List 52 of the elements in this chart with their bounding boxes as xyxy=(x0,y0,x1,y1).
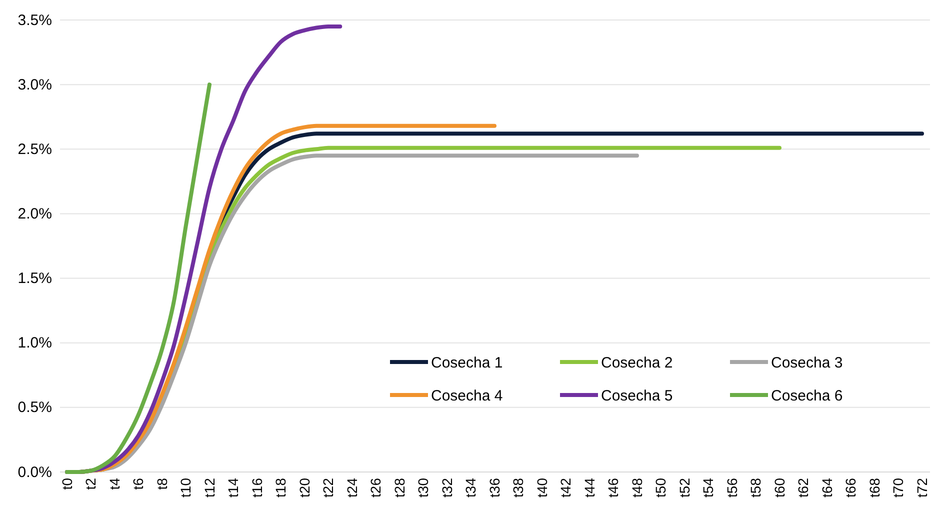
x-tick-label: t60 xyxy=(771,478,788,498)
x-tick-label: t2 xyxy=(82,478,99,490)
y-tick-label: 3.0% xyxy=(18,76,52,94)
x-tick-label: t6 xyxy=(130,478,146,490)
x-tick-label: t28 xyxy=(391,478,408,498)
y-tick-label: 2.0% xyxy=(18,206,52,223)
x-tick-label: t52 xyxy=(676,478,692,498)
x-tick-label: t70 xyxy=(890,478,906,498)
x-tick-label: t64 xyxy=(818,478,835,498)
x-tick-label: t14 xyxy=(225,478,242,498)
x-tick-label: t62 xyxy=(795,478,812,498)
y-tick-label: 1.0% xyxy=(18,334,52,352)
legend-label: Cosecha 4 xyxy=(431,387,503,404)
legend-label: Cosecha 6 xyxy=(771,387,843,404)
x-tick-label: t24 xyxy=(344,478,360,498)
x-tick-label: t72 xyxy=(914,478,930,498)
x-tick-label: t4 xyxy=(106,478,122,490)
x-tick-label: t32 xyxy=(438,478,455,498)
x-tick-label: t48 xyxy=(628,478,645,498)
x-tick-label: t56 xyxy=(724,478,740,498)
x-tick-label: t66 xyxy=(842,478,859,498)
x-tick-label: t22 xyxy=(320,478,336,498)
y-tick-label: 0.0% xyxy=(18,464,52,481)
x-tick-label: t44 xyxy=(581,478,598,498)
y-tick-label: 2.5% xyxy=(18,140,52,158)
legend-label: Cosecha 2 xyxy=(601,354,673,372)
line-series xyxy=(65,82,212,474)
x-tick-label: t16 xyxy=(248,478,265,498)
x-tick-label: t58 xyxy=(748,478,764,498)
x-tick-label: t34 xyxy=(462,478,479,498)
x-tick-label: t12 xyxy=(201,478,218,498)
x-tick-label: t42 xyxy=(558,478,574,498)
x-tick-label: t68 xyxy=(866,478,882,498)
x-tick-label: t36 xyxy=(486,478,502,498)
legend-label: Cosecha 5 xyxy=(601,387,673,404)
y-tick-label: 0.5% xyxy=(18,399,52,416)
legend-label: Cosecha 3 xyxy=(771,354,843,372)
x-tick-label: t8 xyxy=(154,478,170,490)
x-tick-label: t54 xyxy=(700,478,716,498)
x-tick-label: t40 xyxy=(534,478,550,498)
x-tick-label: t50 xyxy=(652,478,669,498)
x-tick-label: t26 xyxy=(368,478,384,498)
x-tick-label: t30 xyxy=(415,478,432,498)
x-tick-label: t20 xyxy=(296,478,312,498)
x-tick-label: t0 xyxy=(58,478,75,490)
x-tick-label: t46 xyxy=(605,478,622,498)
x-tick-label: t38 xyxy=(510,478,526,498)
y-tick-label: 3.5% xyxy=(18,12,52,29)
x-tick-label: t18 xyxy=(272,478,289,498)
y-tick-label: 1.5% xyxy=(18,270,52,288)
legend-label: Cosecha 1 xyxy=(431,354,503,372)
x-tick-label: t10 xyxy=(178,478,194,498)
